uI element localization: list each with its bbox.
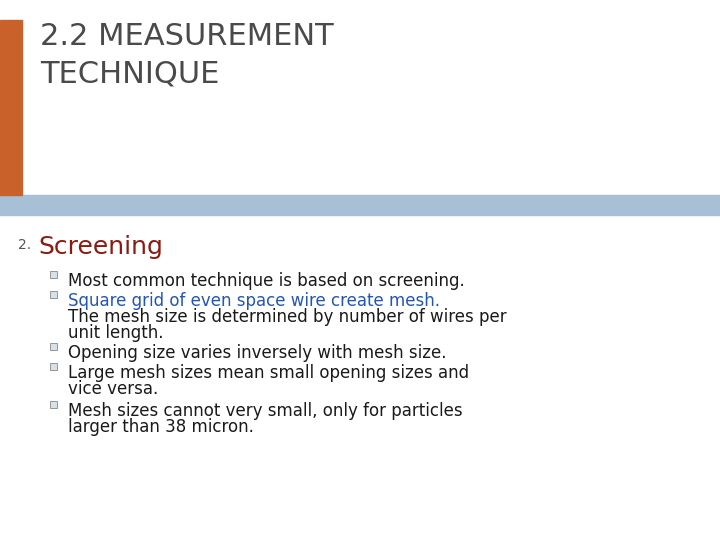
Bar [50,343,57,350]
Text: 2.2 MEASUREMENT: 2.2 MEASUREMENT [40,22,333,51]
Text: The mesh size is determined by number of wires per: The mesh size is determined by number of… [68,308,507,326]
Text: Most common technique is based on screening.: Most common technique is based on screen… [68,272,464,290]
Text: Opening size varies inversely with mesh size.: Opening size varies inversely with mesh … [68,344,446,362]
Bar [50,363,57,370]
Text: larger than 38 micron.: larger than 38 micron. [68,418,254,436]
Text: vice versa.: vice versa. [68,380,158,398]
Text: Square grid of even space wire create mesh.: Square grid of even space wire create me… [68,292,440,310]
Text: Mesh sizes cannot very small, only for particles: Mesh sizes cannot very small, only for p… [68,402,463,420]
Bar [50,291,57,298]
Bar [50,401,57,408]
Text: unit length.: unit length. [68,324,163,342]
Bar [0,20,22,195]
Bar [0,195,720,215]
Text: 2.: 2. [18,238,31,252]
Text: TECHNIQUE: TECHNIQUE [40,60,220,89]
Text: Screening: Screening [38,235,163,259]
Bar [50,271,57,278]
Text: Large mesh sizes mean small opening sizes and: Large mesh sizes mean small opening size… [68,364,469,382]
